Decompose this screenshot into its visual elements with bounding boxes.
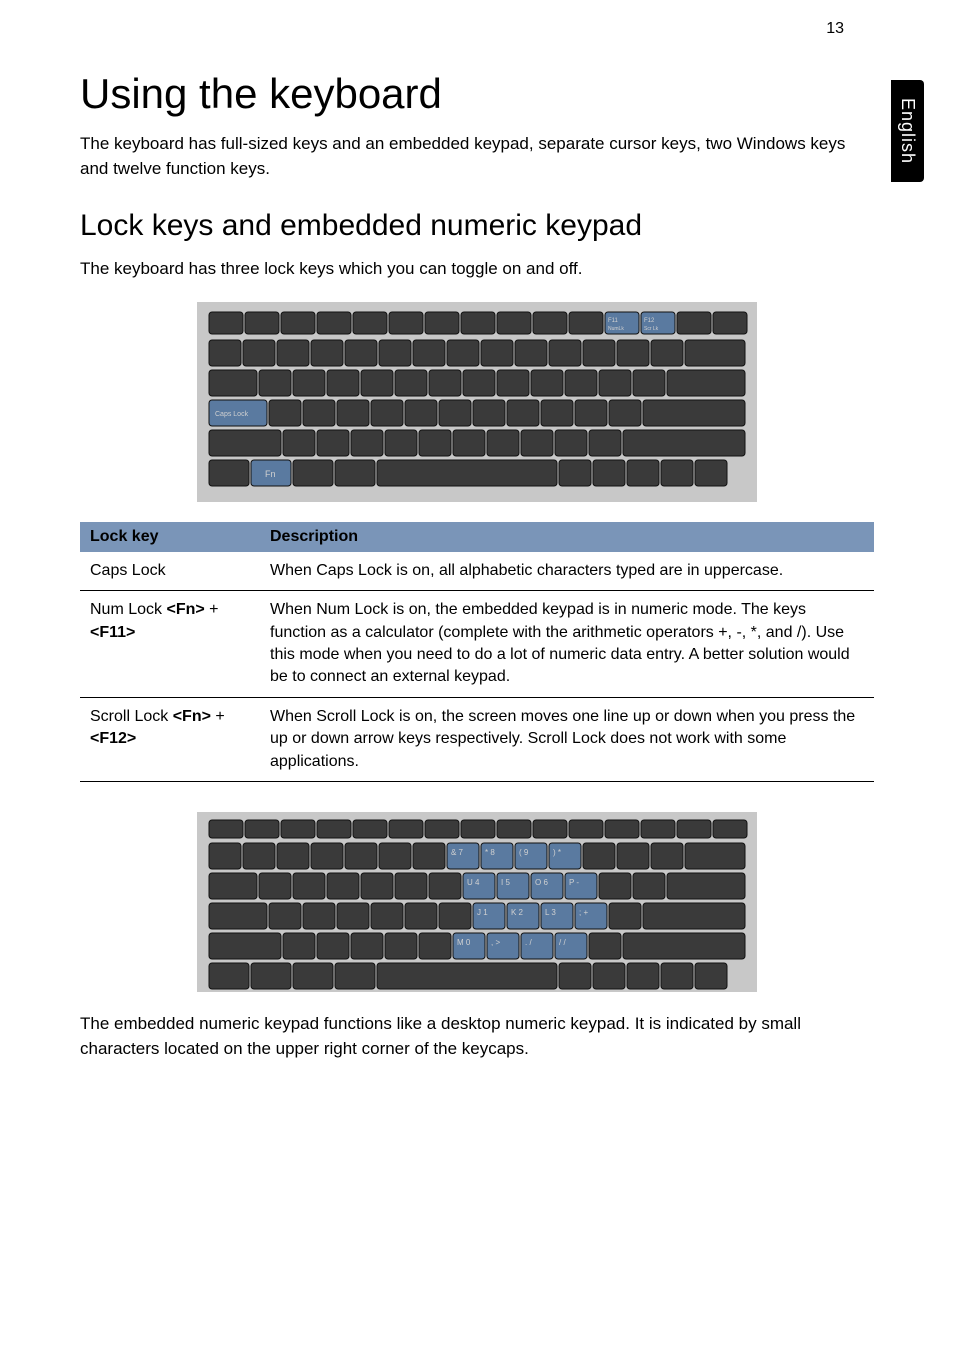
svg-text:I 5: I 5 [501,878,510,887]
sub-intro-paragraph: The keyboard has three lock keys which y… [80,257,874,282]
table-cell-key: Num Lock <Fn> + <F11> [80,591,260,698]
svg-text:NumLk: NumLk [608,326,624,332]
svg-text:) *: ) * [553,848,561,857]
main-heading: Using the keyboard [80,70,874,118]
table-header-lockkey: Lock key [80,522,260,552]
svg-text:J 1: J 1 [477,908,488,917]
svg-text:* 8: * 8 [485,848,495,857]
language-tab: English [891,80,924,182]
table-row: Scroll Lock <Fn> + <F12>When Scroll Lock… [80,697,874,781]
svg-text:; +: ; + [579,908,588,917]
table-cell-key: Caps Lock [80,552,260,591]
svg-text:M 0: M 0 [457,938,471,947]
svg-text:F12: F12 [644,318,655,324]
svg-text:& 7: & 7 [451,848,464,857]
table-cell-desc: When Scroll Lock is on, the screen moves… [260,697,874,781]
table-cell-key: Scroll Lock <Fn> + <F12> [80,697,260,781]
keyboard-numpad-diagram: & 7 * 8 ( 9 ) * U 4 I 5 O 6 P - J 1 K 2 L 3 ; + M 0,… [80,812,874,992]
svg-text:K 2: K 2 [511,908,524,917]
footer-paragraph: The embedded numeric keypad functions li… [80,1012,874,1061]
svg-text:( 9: ( 9 [519,848,529,857]
keyboard-lock-diagram: F11 NumLk F12 Scr Lk Caps Lock Fn [80,302,874,502]
svg-text:Scr Lk: Scr Lk [644,326,659,332]
table-cell-desc: When Caps Lock is on, all alphabetic cha… [260,552,874,591]
svg-text:Caps Lock: Caps Lock [215,411,249,418]
svg-text:F11: F11 [608,318,619,324]
svg-text:. /: . / [525,938,532,947]
page-container: 13 English Using the keyboard The keyboa… [0,0,954,1369]
keyboard-svg-2: & 7 * 8 ( 9 ) * U 4 I 5 O 6 P - J 1 K 2 L 3 ; + M 0,… [197,812,757,992]
sub-heading: Lock keys and embedded numeric keypad [80,209,874,243]
svg-text:/ /: / / [559,938,566,947]
table-header-description: Description [260,522,874,552]
table-row: Num Lock <Fn> + <F11>When Num Lock is on… [80,591,874,698]
table-cell-desc: When Num Lock is on, the embedded keypad… [260,591,874,698]
table-row: Caps LockWhen Caps Lock is on, all alpha… [80,552,874,591]
svg-text:, >: , > [491,938,500,947]
svg-text:L 3: L 3 [545,908,556,917]
keyboard-svg-1: F11 NumLk F12 Scr Lk Caps Lock Fn [197,302,757,502]
svg-text:U 4: U 4 [467,878,480,887]
page-number: 13 [826,20,844,38]
svg-text:P -: P - [569,878,579,887]
lock-key-table: Lock key Description Caps LockWhen Caps … [80,522,874,782]
svg-text:O 6: O 6 [535,878,548,887]
intro-paragraph: The keyboard has full-sized keys and an … [80,132,874,181]
svg-text:Fn: Fn [265,469,276,479]
table-header-row: Lock key Description [80,522,874,552]
